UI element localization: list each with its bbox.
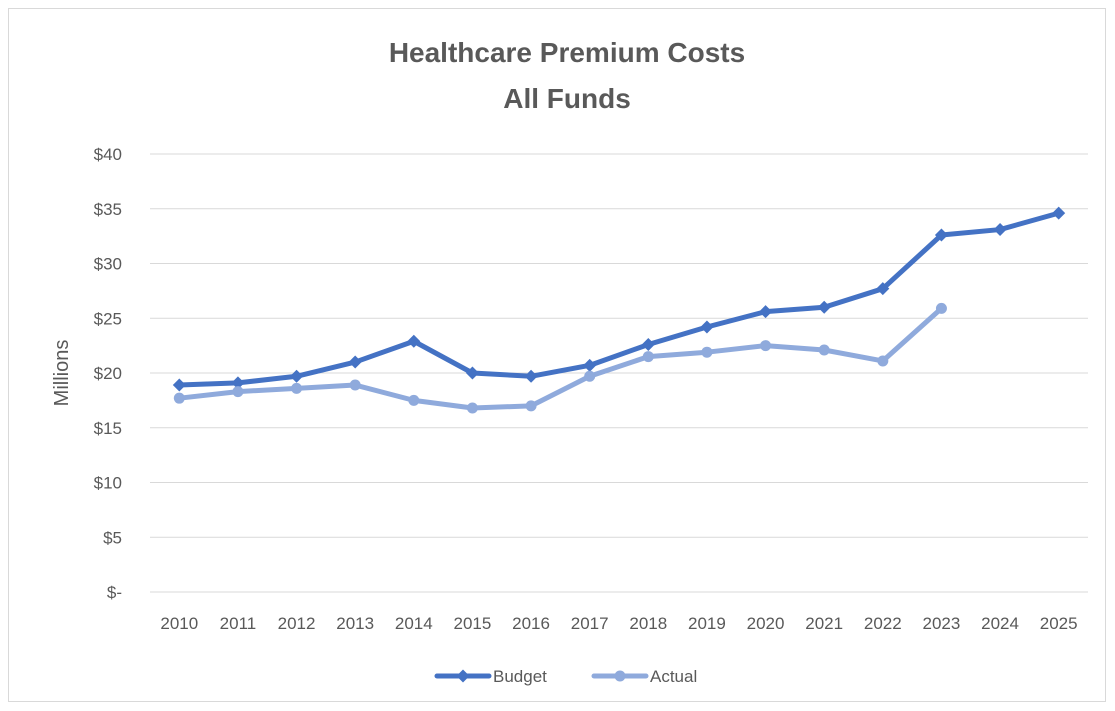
x-tick-label: 2012 — [278, 614, 316, 633]
x-tick-label: 2016 — [512, 614, 550, 633]
data-point-actual — [232, 386, 244, 398]
data-point-actual — [291, 382, 303, 394]
y-axis-label: Millions — [51, 340, 73, 407]
chart-title: Healthcare Premium Costs All Funds — [389, 37, 745, 114]
series-line-actual — [176, 305, 944, 411]
data-point-budget — [876, 282, 890, 296]
data-point-actual — [525, 400, 537, 412]
y-tick-label: $- — [107, 583, 122, 602]
y-tick-label: $35 — [94, 200, 122, 219]
x-tick-label: 2019 — [688, 614, 726, 633]
data-point-budget — [348, 355, 362, 369]
data-point-actual — [349, 379, 361, 391]
x-tick-label: 2020 — [747, 614, 785, 633]
legend-item-actual: Actual — [591, 667, 697, 686]
data-point-actual — [935, 302, 947, 314]
x-tick-label: 2023 — [923, 614, 961, 633]
chart-title-line-2: All Funds — [503, 83, 631, 114]
series-budget — [172, 206, 1066, 392]
data-point-budget — [934, 228, 948, 242]
data-point-actual — [642, 351, 654, 363]
x-tick-label: 2011 — [220, 614, 257, 633]
y-axis-ticks: $- $5 $10 $15 $20 $25 $30 $35 $40 — [94, 145, 122, 602]
gridlines — [150, 153, 1088, 593]
data-point-budget — [407, 334, 421, 348]
x-tick-label: 2025 — [1040, 614, 1078, 633]
x-tick-label: 2018 — [629, 614, 667, 633]
data-point-budget — [465, 366, 479, 380]
data-point-actual — [466, 402, 478, 414]
chart-title-line-1: Healthcare Premium Costs — [389, 37, 745, 68]
y-tick-label: $30 — [94, 255, 122, 274]
y-tick-label: $25 — [94, 309, 122, 328]
x-tick-label: 2022 — [864, 614, 902, 633]
x-tick-label: 2021 — [805, 614, 843, 633]
data-point-budget — [759, 305, 773, 319]
x-axis-ticks: 2010 2011 2012 2013 2014 2015 2016 2017 2018 2019… — [160, 614, 1077, 633]
y-tick-label: $5 — [103, 528, 122, 547]
y-tick-label: $15 — [94, 419, 122, 438]
data-point-actual — [877, 355, 889, 367]
x-tick-label: 2014 — [395, 614, 433, 633]
legend-label: Budget — [493, 667, 547, 686]
data-point-budget — [641, 338, 655, 352]
x-tick-label: 2017 — [571, 614, 609, 633]
x-tick-label: 2024 — [981, 614, 1019, 633]
data-point-actual — [173, 392, 185, 404]
data-point-budget — [700, 320, 714, 334]
data-point-actual — [818, 344, 830, 356]
y-tick-label: $20 — [94, 364, 122, 383]
data-point-actual — [584, 370, 596, 382]
data-point-actual — [701, 346, 713, 358]
x-tick-label: 2013 — [336, 614, 374, 633]
legend: Budget Actual — [434, 667, 697, 686]
data-point-budget — [817, 300, 831, 314]
data-point-budget — [993, 223, 1007, 237]
series-group — [172, 206, 1066, 414]
legend-marker — [456, 669, 470, 683]
data-point-actual — [760, 340, 772, 352]
data-point-budget — [172, 378, 186, 392]
data-point-budget — [1052, 206, 1066, 220]
data-point-budget — [290, 369, 304, 383]
x-tick-label: 2010 — [160, 614, 198, 633]
data-point-budget — [583, 358, 597, 372]
chart-frame — [8, 8, 1106, 702]
data-point-budget — [524, 369, 538, 383]
legend-label: Actual — [650, 667, 697, 686]
series-line-budget — [176, 210, 1062, 388]
data-point-actual — [408, 394, 420, 406]
series-actual — [173, 302, 947, 414]
legend-marker — [614, 670, 626, 682]
x-tick-label: 2015 — [454, 614, 492, 633]
y-tick-label: $40 — [94, 145, 122, 164]
legend-item-budget: Budget — [434, 667, 547, 686]
data-point-budget — [231, 376, 245, 390]
y-tick-label: $10 — [94, 474, 122, 493]
